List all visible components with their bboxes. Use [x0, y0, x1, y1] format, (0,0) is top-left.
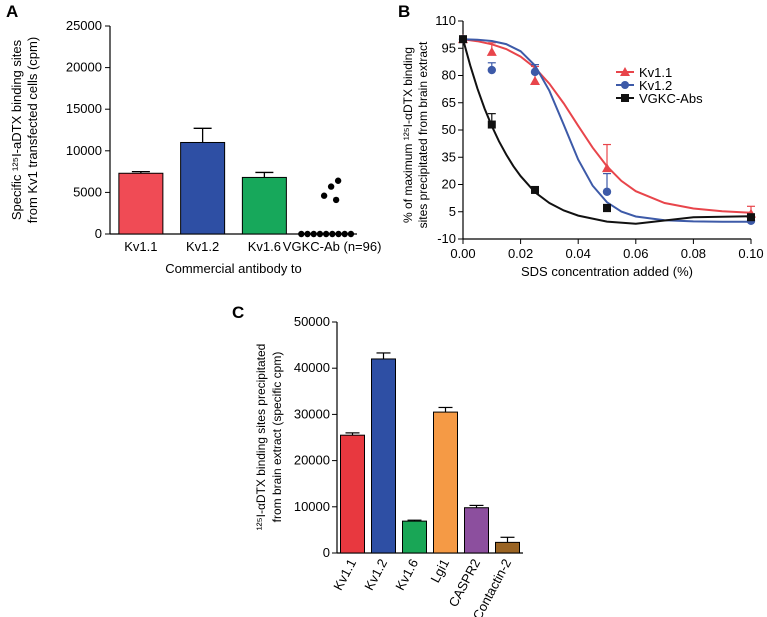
y-tick-label: 65: [442, 95, 456, 110]
scatter-point: [304, 230, 311, 238]
legend-marker: [621, 94, 629, 102]
y-tick-label: 15000: [66, 101, 102, 116]
y-axis-title: % of maximum ¹²⁵I-αDTX binding: [401, 47, 415, 223]
x-tick-label: 0.04: [566, 246, 591, 261]
y-tick-label: 25000: [66, 18, 102, 33]
data-point-Kv1.2: [487, 65, 496, 75]
y-tick-label: 30000: [294, 406, 330, 421]
x-tick-label: Kv1.1: [330, 556, 359, 592]
y-tick-label: 5: [449, 204, 456, 219]
x-axis-title: SDS concentration added (%): [521, 264, 693, 279]
scatter-point: [334, 177, 342, 184]
scatter-point: [347, 230, 355, 238]
scatter-point: [322, 230, 330, 238]
bar-Kv1.1: [118, 172, 164, 235]
y-axis-title: sites precipitated from brain extract: [416, 41, 430, 228]
x-tick-label: 0.10: [738, 246, 763, 261]
x-tick-label: Kv1.6: [392, 556, 421, 592]
legend-marker: [621, 81, 629, 89]
scatter-point: [298, 230, 305, 238]
data-point-VGKC-Abs: [459, 35, 467, 44]
scatter-point: [341, 230, 348, 238]
x-tick-label: 0.02: [508, 246, 533, 261]
data-point-Kv1.2: [530, 67, 540, 77]
scatter-point: [320, 192, 328, 199]
scatter-point: [332, 196, 340, 204]
x-tick-label: Kv1.2: [186, 239, 219, 254]
y-axis-title: from Kv1 transfected cells (cpm): [25, 37, 40, 223]
legend-label: Kv1.2: [639, 78, 672, 93]
x-tick-label: Kv1.1: [124, 239, 157, 254]
bar-Kv1.2: [371, 358, 396, 554]
y-tick-label: 40000: [294, 360, 330, 375]
y-tick-label: 10000: [294, 499, 330, 514]
data-point-Kv1.1: [602, 163, 612, 173]
bar-Kv1.1: [340, 434, 365, 554]
fit-curve-Kv1.1: [462, 38, 752, 214]
y-tick-label: 110: [435, 13, 456, 28]
scatter-point: [316, 230, 324, 238]
bar-CASPR2: [464, 507, 489, 554]
data-point-VGKC-Abs: [747, 213, 755, 222]
bar-Kv1.6: [241, 176, 287, 235]
y-axis-title: from brain extract (specific cpm): [270, 352, 284, 523]
fit-curve-Kv1.2: [462, 38, 751, 223]
y-tick-label: 80: [442, 68, 456, 83]
y-tick-label: 20000: [66, 60, 102, 75]
y-tick-label: 20000: [294, 453, 330, 468]
panel-letter-a: A: [6, 2, 19, 21]
bar-Lgi1: [433, 411, 458, 554]
legend-marker: [620, 67, 630, 76]
y-tick-label: -10: [437, 231, 456, 246]
scatter-point: [310, 230, 317, 238]
data-point-VGKC-Abs: [487, 120, 496, 129]
y-tick-label: 0: [95, 226, 102, 241]
scatter-point: [329, 230, 336, 238]
x-tick-label: Kv1.2: [361, 556, 390, 592]
panel-letter-b: B: [398, 2, 411, 21]
y-tick-label: 10000: [66, 143, 102, 158]
scatter-point: [335, 230, 342, 238]
y-tick-label: 20: [442, 177, 456, 192]
x-tick-label: Kv1.6: [248, 239, 281, 254]
y-tick-label: 50: [442, 122, 456, 137]
fit-curve-VGKC-Abs: [462, 38, 752, 225]
bar-Contactin-2: [495, 541, 520, 554]
y-tick-label: 0: [323, 545, 330, 560]
panel-letter-c: C: [232, 303, 245, 322]
y-axis-title: Specific ¹²⁵I-aDTX binding sites: [9, 39, 24, 220]
x-tick-label: 0.00: [450, 246, 475, 261]
x-tick-label: Lgi1: [427, 556, 452, 585]
bar-Kv1.6: [402, 520, 427, 554]
y-tick-label: 35: [442, 149, 456, 164]
data-point-Kv1.1: [486, 46, 497, 56]
data-point-VGKC-Abs: [531, 185, 539, 194]
scatter-point: [327, 183, 335, 190]
x-tick-label: 0.06: [623, 246, 648, 261]
legend-label: Kv1.1: [639, 65, 672, 80]
y-tick-label: 50000: [294, 314, 330, 329]
y-tick-label: 95: [442, 40, 456, 55]
y-tick-label: 5000: [73, 184, 102, 199]
data-point-Kv1.1: [530, 75, 540, 85]
legend-label: VGKC-Abs: [639, 91, 703, 106]
bar-Kv1.2: [180, 141, 226, 235]
y-axis-title: ¹²⁵I-αDTX binding sites precipitated: [254, 344, 268, 531]
x-tick-label: VGKC-Ab (n=96): [283, 239, 382, 254]
x-tick-label: 0.08: [681, 246, 706, 261]
x-axis-title: Commercial antibody to: [165, 261, 302, 276]
data-point-Kv1.2: [602, 187, 612, 196]
data-point-VGKC-Abs: [603, 204, 611, 213]
